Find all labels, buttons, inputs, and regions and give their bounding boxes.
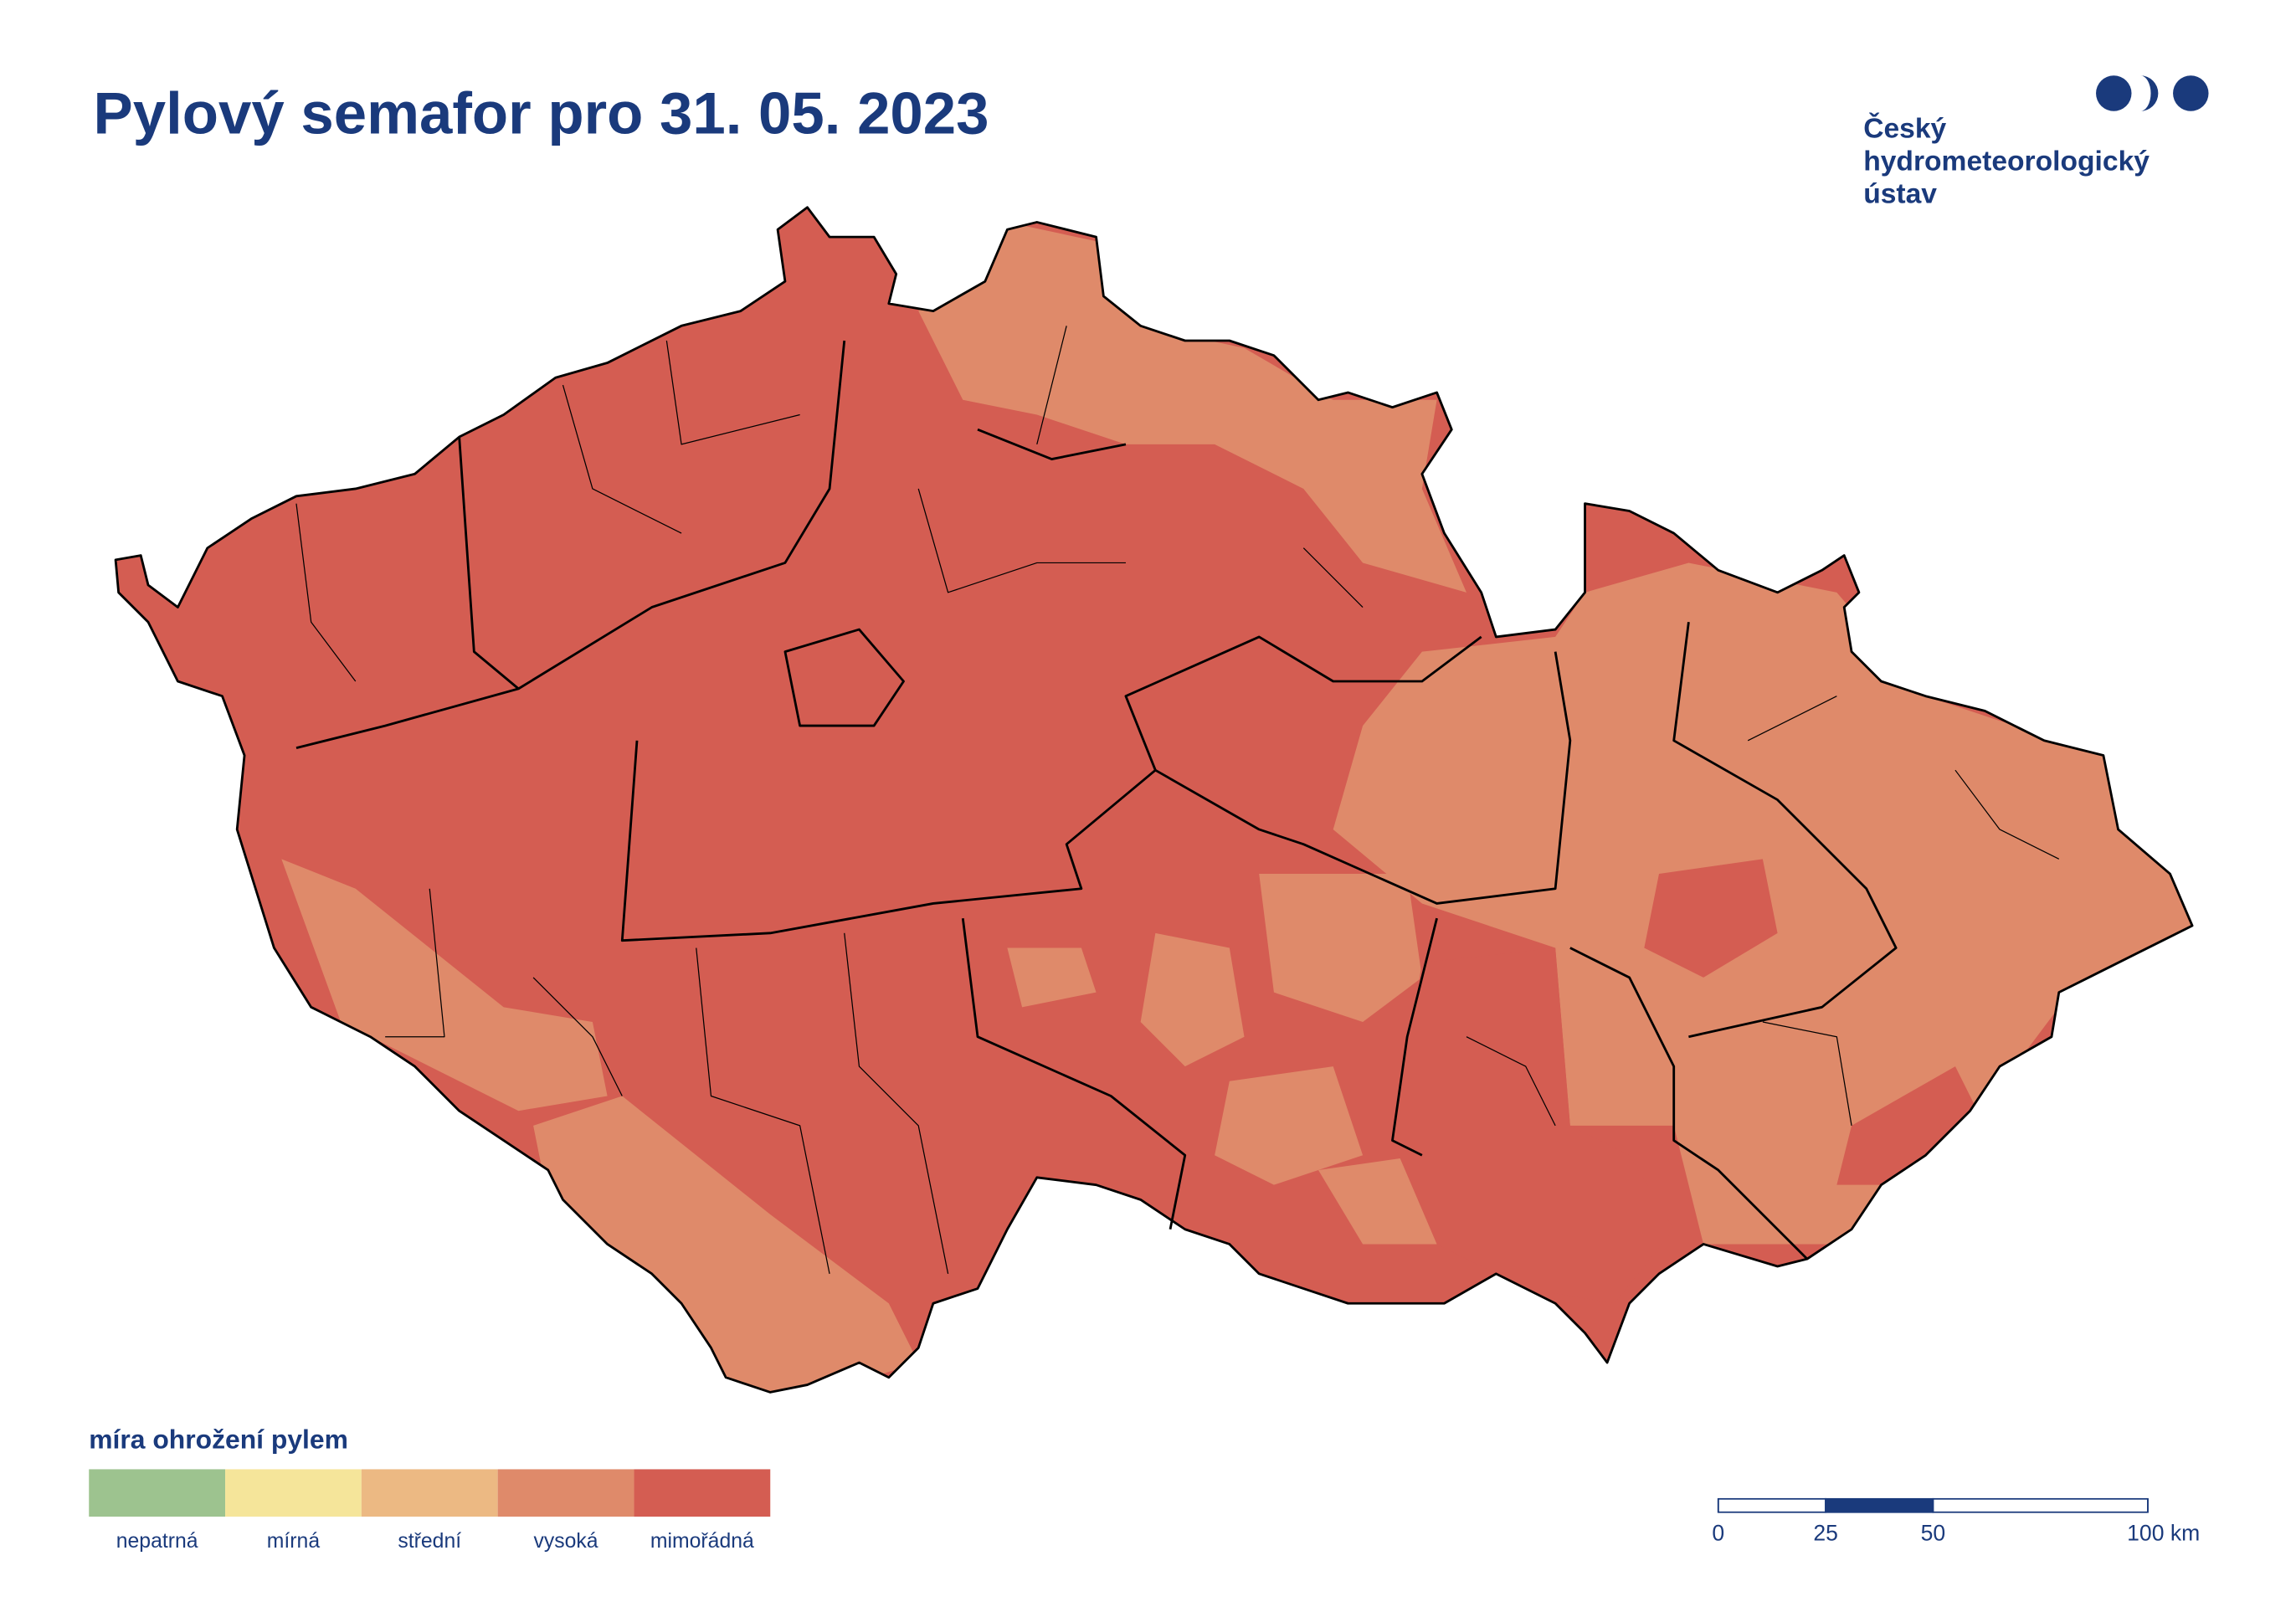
area-patch [1215, 1066, 1364, 1185]
logo-text: ústav [1863, 178, 1937, 209]
moderate-areas [281, 222, 2193, 1393]
region-border [783, 628, 905, 727]
scale-label: 50 [1921, 1520, 1946, 1545]
region-border [977, 428, 1127, 460]
scale-label: 25 [1813, 1520, 1838, 1545]
area-patch [918, 222, 1466, 593]
region-border [1154, 651, 1572, 905]
legend-swatch [634, 1469, 771, 1517]
region-borders [295, 326, 2060, 1274]
map [114, 206, 2194, 1394]
legend: míra ohrožení pylem nepatrná mírná střední… [89, 1425, 771, 1553]
scale-label: 0 [1712, 1520, 1724, 1545]
map-title: Pylový semafor pro 31. 05. 2023 [94, 80, 989, 146]
legend-label: mimořádná [650, 1530, 754, 1553]
region-border [961, 917, 1187, 1230]
area-patch [1007, 947, 1097, 1008]
logo-dot [2173, 75, 2209, 111]
legend-title: míra ohrožení pylem [89, 1425, 348, 1455]
area-patch [533, 1096, 919, 1393]
legend-label: vysoká [534, 1530, 598, 1553]
legend-swatch [497, 1469, 634, 1517]
legend-swatch [225, 1469, 362, 1517]
legend-swatch [361, 1469, 498, 1517]
legend-label: mírná [267, 1530, 321, 1553]
area-patch [1392, 947, 1674, 1304]
region-border [1569, 947, 1808, 1260]
region-border [1672, 622, 1898, 1039]
region-border [517, 340, 846, 691]
scale-segment [1717, 1497, 1826, 1513]
area-patch [1644, 859, 1778, 978]
scale-label: 100 km [2127, 1520, 2200, 1545]
logo-dot [2096, 75, 2132, 111]
region-border [1391, 917, 1438, 1157]
logo-text: Český [1863, 112, 1946, 145]
logo-dot [2140, 75, 2159, 111]
scale-segment [1825, 1497, 1934, 1513]
area-patch [281, 859, 608, 1112]
legend-label: nepatrná [116, 1530, 198, 1553]
region-border [620, 635, 1482, 942]
area-patch [1140, 932, 1245, 1067]
area-patch [1259, 874, 1422, 1023]
scale-bar: 0 25 50 100 km [1712, 1497, 2200, 1545]
logo: Český hydrometeorologický ústav [1863, 75, 2209, 209]
scale-segment [1932, 1497, 2149, 1513]
logo-text: hydrometeorologický [1863, 146, 2150, 177]
legend-swatch [89, 1469, 226, 1517]
legend-label: střední [398, 1530, 461, 1553]
district-border [295, 326, 2060, 1274]
